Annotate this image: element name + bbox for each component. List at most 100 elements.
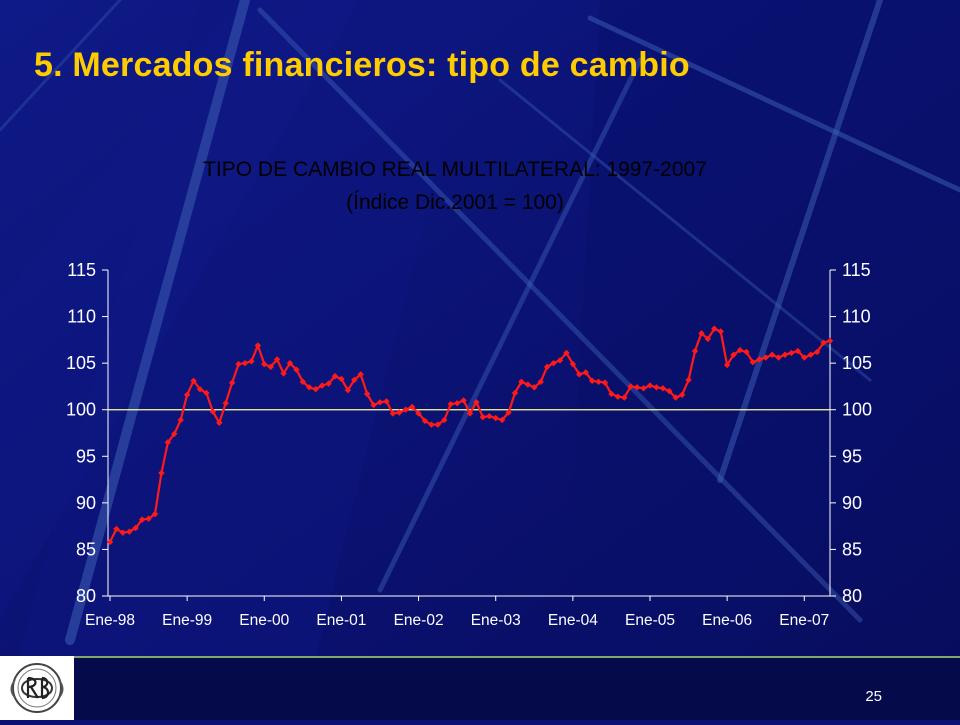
data-point xyxy=(183,391,191,399)
page-number: 25 xyxy=(865,688,882,705)
data-point xyxy=(453,399,461,407)
data-point xyxy=(813,348,821,356)
data-point xyxy=(640,385,647,392)
data-point xyxy=(222,399,229,407)
data-point xyxy=(556,357,564,364)
data-point xyxy=(801,354,808,361)
data-point xyxy=(273,356,281,363)
data-point xyxy=(678,391,686,399)
bank-seal-icon xyxy=(10,663,64,713)
data-point xyxy=(113,525,120,533)
y-tick-label-left: 85 xyxy=(76,539,96,559)
data-point xyxy=(775,354,782,361)
data-point xyxy=(351,376,358,384)
data-point xyxy=(132,524,139,532)
data-point xyxy=(473,399,480,406)
data-point xyxy=(357,371,364,378)
y-tick-label-right: 110 xyxy=(842,307,871,327)
x-tick-label: Ene-07 xyxy=(779,612,829,629)
data-point xyxy=(749,359,757,366)
x-tick-label: Ene-05 xyxy=(625,612,675,629)
data-point xyxy=(621,394,628,401)
data-point xyxy=(389,410,397,417)
data-point xyxy=(743,348,750,356)
data-point xyxy=(704,335,712,343)
data-point xyxy=(608,390,615,398)
x-tick-label: Ene-01 xyxy=(316,612,366,629)
data-point xyxy=(531,384,538,391)
data-point xyxy=(807,351,814,358)
y-tick-label-left: 115 xyxy=(67,260,96,280)
data-point xyxy=(518,378,525,385)
data-point xyxy=(312,386,319,393)
data-point xyxy=(505,409,512,416)
data-point xyxy=(576,371,583,378)
data-point xyxy=(498,416,506,424)
y-tick-label-left: 100 xyxy=(66,400,96,420)
data-point xyxy=(826,337,834,344)
data-point xyxy=(158,469,165,477)
data-point xyxy=(543,363,551,371)
data-point xyxy=(698,330,705,337)
x-tick-label: Ene-98 xyxy=(85,612,135,629)
data-point xyxy=(286,359,294,367)
data-point xyxy=(370,401,377,409)
data-point xyxy=(421,417,429,425)
data-point xyxy=(254,342,262,349)
chart-subtitle: (Índice Dic.2001 = 100) xyxy=(346,191,564,214)
x-tick-label: Ene-99 xyxy=(162,612,212,629)
y-tick-label-right: 115 xyxy=(842,260,871,280)
data-point xyxy=(325,380,332,387)
y-tick-label-left: 110 xyxy=(67,307,96,327)
data-point xyxy=(119,529,127,536)
data-point xyxy=(723,361,731,369)
data-point xyxy=(781,351,789,358)
chart-title: TIPO DE CAMBIO REAL MULTILATERAL: 1997-2… xyxy=(203,158,707,181)
data-point xyxy=(331,372,339,380)
data-point xyxy=(524,381,532,388)
data-point xyxy=(190,377,197,385)
data-point xyxy=(216,419,223,426)
data-point xyxy=(248,358,255,365)
data-point xyxy=(241,359,249,367)
data-point xyxy=(318,382,326,389)
data-point xyxy=(659,385,667,392)
data-point xyxy=(203,389,210,397)
data-point xyxy=(415,410,422,417)
data-point xyxy=(788,349,795,357)
data-point xyxy=(235,360,242,368)
data-point xyxy=(209,408,217,415)
data-point xyxy=(614,393,622,400)
series-line xyxy=(109,327,831,543)
data-point xyxy=(344,386,352,394)
data-point xyxy=(794,347,802,355)
y-tick-label-left: 80 xyxy=(76,586,96,606)
data-point xyxy=(376,399,384,406)
data-point xyxy=(511,389,519,397)
data-point xyxy=(434,421,442,428)
data-point xyxy=(672,394,679,401)
data-point xyxy=(396,409,403,416)
y-tick-label-right: 80 xyxy=(842,586,862,606)
data-point xyxy=(691,347,699,355)
y-tick-label-right: 100 xyxy=(842,400,872,420)
footer-divider xyxy=(74,656,960,658)
data-point xyxy=(768,351,776,358)
data-point xyxy=(479,413,487,421)
y-tick-label-right: 85 xyxy=(842,539,862,559)
y-tick-label-left: 95 xyxy=(76,446,96,466)
data-point xyxy=(537,378,544,385)
data-point xyxy=(653,384,660,391)
x-tick-label: Ene-02 xyxy=(394,612,444,629)
data-point xyxy=(164,439,172,446)
data-point xyxy=(306,384,313,391)
slide-title: 5. Mercados financieros: tipo de cambio xyxy=(34,46,690,84)
data-point xyxy=(228,379,236,386)
y-tick-label-left: 90 xyxy=(76,493,96,513)
data-point xyxy=(588,377,596,385)
data-point xyxy=(717,328,724,335)
data-point xyxy=(299,378,307,385)
data-point xyxy=(171,430,178,438)
data-point xyxy=(402,406,409,413)
